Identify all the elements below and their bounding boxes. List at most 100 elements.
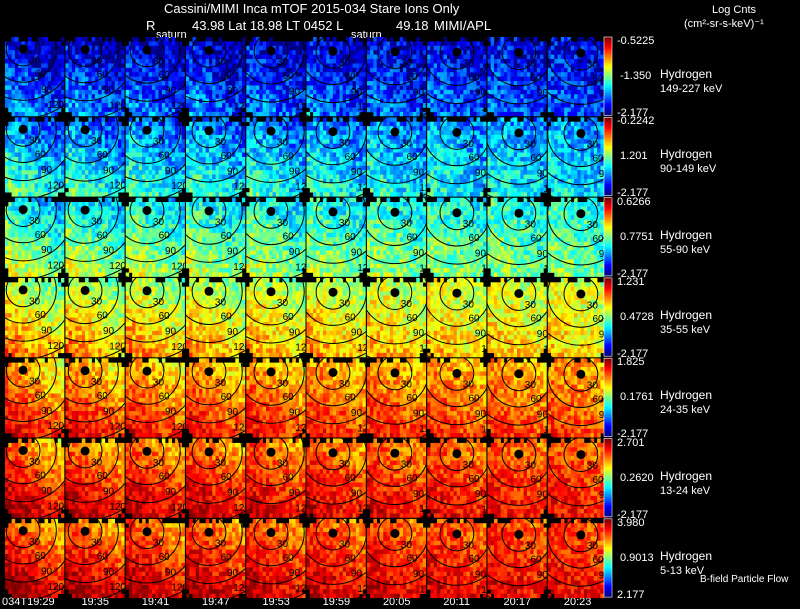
heatmap-cell	[104, 134, 109, 140]
heatmap-cell	[577, 81, 581, 86]
heatmap-cell	[383, 103, 387, 108]
heatmap-cell	[523, 41, 528, 47]
heatmap-cell	[326, 187, 330, 193]
heatmap-cell	[587, 98, 591, 104]
heatmap-cell	[346, 81, 350, 86]
heatmap-cell	[490, 89, 495, 95]
colorbar-segment	[604, 113, 612, 116]
heatmap-cell	[61, 76, 65, 82]
heatmap-cell	[399, 50, 404, 55]
heatmap-cell	[44, 121, 49, 127]
heatmap-cell	[279, 156, 283, 162]
heatmap-cell	[346, 59, 350, 64]
heatmap-cell	[11, 94, 16, 99]
heatmap-cell	[460, 85, 464, 91]
heatmap-cell	[151, 152, 156, 158]
heatmap-cell	[192, 178, 197, 184]
heatmap-cell	[11, 192, 16, 197]
heatmap-cell	[65, 134, 69, 140]
heatmap-cell	[446, 67, 451, 73]
heatmap-cell	[289, 89, 293, 95]
heatmap-cell	[118, 130, 122, 136]
heatmap-cell	[406, 67, 410, 73]
heatmap-cell	[359, 98, 363, 104]
heatmap-cell	[416, 85, 420, 91]
heatmap-cell	[24, 187, 29, 193]
heatmap-cell	[41, 165, 45, 171]
heatmap-cell	[332, 89, 337, 95]
heatmap-cell	[101, 192, 106, 197]
contour-label: 90	[165, 166, 177, 177]
heatmap-cell	[503, 37, 508, 42]
heatmap-cell	[91, 130, 96, 136]
heatmap-cell	[292, 41, 296, 47]
heatmap-cell	[118, 126, 122, 131]
heatmap-cell	[34, 72, 39, 77]
heatmap-cell	[228, 161, 233, 167]
colorbar-segment	[604, 80, 612, 83]
heatmap-cell	[28, 143, 32, 149]
heatmap-cell	[362, 98, 366, 104]
heatmap-cell	[108, 98, 112, 104]
heatmap-cell	[212, 143, 216, 149]
heatmap-cell	[326, 121, 330, 127]
contour-label: 60	[97, 150, 109, 161]
heatmap-cell	[513, 111, 518, 117]
heatmap-cell	[256, 148, 260, 153]
heatmap-cell	[587, 54, 591, 60]
heatmap-cell	[18, 130, 22, 136]
heatmap-cell	[185, 67, 190, 73]
heatmap-cell	[222, 152, 226, 158]
heatmap-cell	[232, 67, 236, 73]
r-label: R	[146, 19, 155, 32]
heatmap-cell	[138, 152, 143, 158]
heatmap-cell	[98, 81, 102, 86]
heatmap-cell	[593, 67, 598, 73]
heatmap-cell	[460, 41, 464, 47]
heatmap-cell	[232, 54, 236, 60]
heatmap-cell	[295, 130, 300, 136]
heatmap-cell	[463, 50, 467, 55]
heatmap-cell	[54, 59, 59, 64]
heatmap-cell	[158, 156, 163, 162]
heatmap-cell	[161, 192, 166, 197]
heatmap-cell	[165, 107, 169, 113]
heatmap-cell	[256, 161, 260, 167]
heatmap-cell	[98, 192, 102, 197]
heatmap-cell	[466, 54, 471, 60]
heatmap-cell	[118, 161, 122, 167]
heatmap-cell	[125, 67, 130, 73]
heatmap-cell	[178, 81, 182, 86]
heatmap-cell	[272, 139, 277, 145]
heatmap-cell	[346, 67, 350, 73]
heatmap-cell	[262, 85, 267, 91]
heatmap-cell	[564, 54, 568, 60]
heatmap-cell	[557, 54, 562, 60]
heatmap-cell	[316, 139, 320, 145]
heatmap-cell	[282, 170, 287, 175]
heatmap-cell	[376, 89, 381, 95]
colorbar-segment	[604, 85, 612, 89]
heatmap-cell	[433, 59, 438, 64]
heatmap-cell	[406, 59, 410, 64]
heatmap-cell	[436, 85, 441, 91]
heatmap-cell	[195, 187, 200, 193]
heatmap-cell	[346, 63, 350, 69]
heatmap-cell	[104, 81, 109, 86]
heatmap-cell	[238, 98, 243, 104]
heatmap-cell	[161, 54, 166, 60]
heatmap-cell	[540, 81, 544, 86]
heatmap-cell	[192, 63, 197, 69]
heatmap-cell	[155, 174, 159, 180]
heatmap-cell	[383, 67, 387, 73]
heatmap-cell	[185, 85, 190, 91]
heatmap-cell	[37, 156, 42, 162]
heatmap-cell	[493, 111, 498, 117]
heatmap-cell	[265, 187, 270, 193]
heatmap-cell	[560, 72, 565, 77]
heatmap-cell	[151, 139, 156, 145]
heatmap-cell	[54, 170, 59, 175]
heatmap-cell	[272, 121, 277, 127]
heatmap-cell	[91, 103, 96, 108]
